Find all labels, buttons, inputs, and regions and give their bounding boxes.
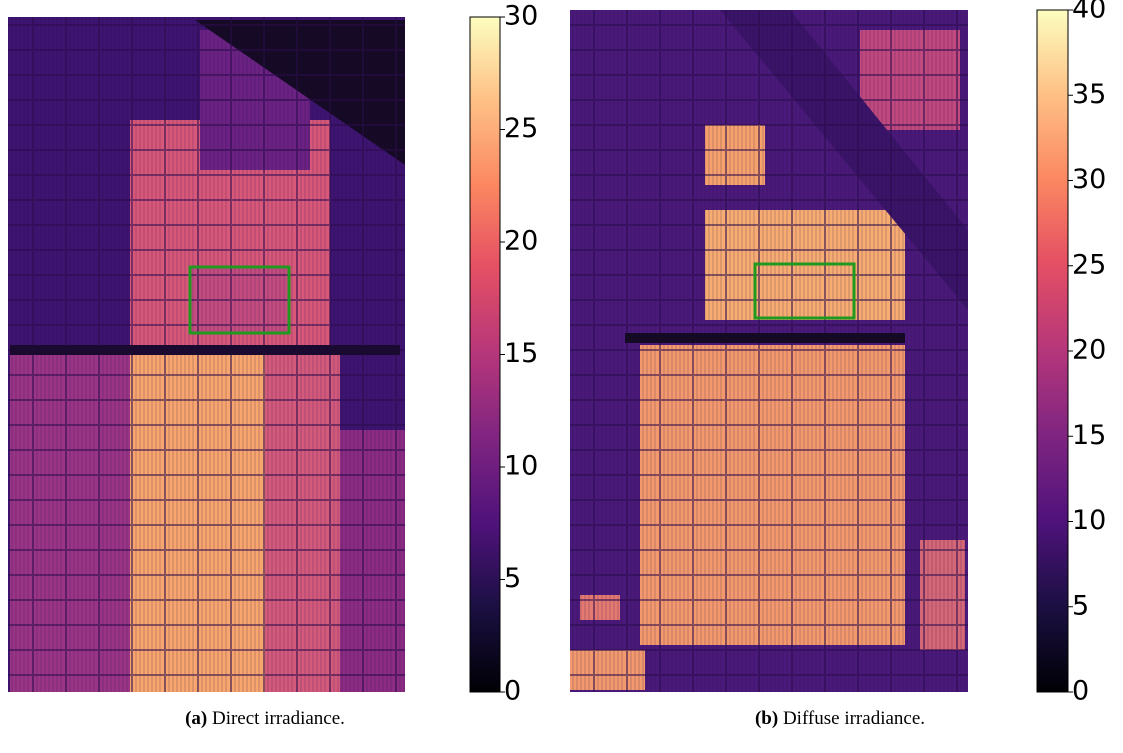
tick-label: 5: [504, 563, 521, 594]
image-direct: [8, 17, 405, 692]
tick-label: 10: [504, 451, 538, 482]
caption: (b) Diffuse irradiance.: [755, 708, 925, 729]
caption-label: (b): [755, 708, 778, 729]
tick-label: 25: [504, 113, 538, 144]
tick-label: 15: [504, 338, 538, 369]
caption-label: (a): [185, 708, 207, 729]
image-diffuse: [570, 10, 968, 692]
colorbar-direct: 0 5 10 15 20 25 30: [469, 1, 538, 707]
tick-label: 10: [1072, 505, 1106, 536]
tick-label: 0: [1072, 676, 1089, 707]
tick-label: 30: [1072, 164, 1106, 195]
colorbar-diffuse: 0 5 10 15 20 25 30 35 40: [1036, 0, 1106, 707]
caption-text: Direct irradiance.: [212, 708, 345, 729]
tick-label: 25: [1072, 249, 1106, 280]
tick-label: 20: [504, 226, 538, 257]
tick-label: 20: [1072, 335, 1106, 366]
tick-label: 40: [1072, 0, 1106, 25]
tick-label: 35: [1072, 79, 1106, 110]
tick-label: 15: [1072, 420, 1106, 451]
tick-label: 30: [504, 1, 538, 32]
caption-text: Diffuse irradiance.: [783, 708, 925, 729]
tick-label: 0: [504, 676, 521, 707]
tick-label: 5: [1072, 590, 1089, 621]
caption: (a) Direct irradiance.: [185, 708, 345, 729]
